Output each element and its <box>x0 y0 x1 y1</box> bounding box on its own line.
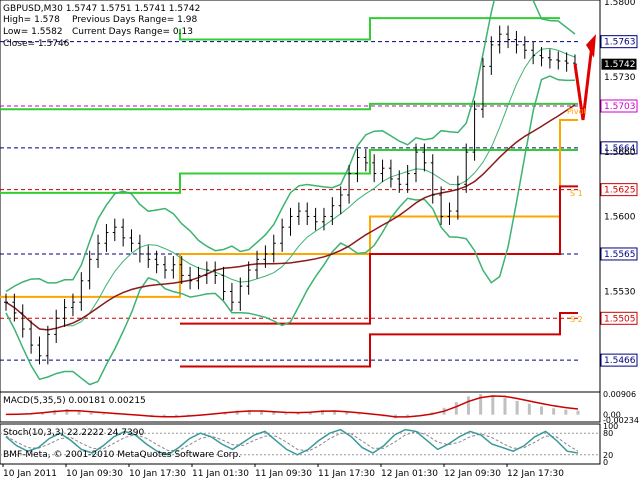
time-label: 12 Jan 01:30 <box>381 469 438 479</box>
price-tag-text: 1.5664 <box>604 144 636 154</box>
macd-axis-tick: -0.00234 <box>603 416 639 425</box>
high-line: High= 1.578 <box>3 15 60 25</box>
macd-indicator: 0.00906 0.00-0.00234 <box>4 390 639 425</box>
s2-label: S 2 <box>570 315 583 324</box>
bollinger-middle <box>5 47 576 331</box>
price-tag-box <box>600 35 638 49</box>
stoch-signal-line <box>5 430 579 452</box>
price-tag-text: 1.5505 <box>604 314 636 324</box>
arrow-shaft <box>573 44 594 121</box>
time-label: 11 Jan 09:30 <box>255 469 312 479</box>
time-label: 10 Jan 2011 <box>3 469 57 479</box>
low-line: Low= 1.5582 <box>3 27 63 37</box>
time-label: 11 Jan 17:30 <box>318 469 375 479</box>
stoch-label: Stoch(10,3,3) 22.2222 24.7390 <box>3 428 144 438</box>
pivot-main-line <box>0 118 578 298</box>
macd-axis-tick: 0.00 <box>603 411 621 420</box>
level-lines <box>0 41 578 361</box>
ma-line <box>5 104 576 331</box>
price-tags: 1.5763 1.5742 1.5703 1.5664 1.5625 1.5565 1.55… <box>600 0 638 367</box>
price-tag-box <box>600 247 638 261</box>
moving-average <box>5 104 576 331</box>
pivot-steps <box>0 17 578 368</box>
price-tag-text: 1.5565 <box>604 250 636 260</box>
pivot-label: Pivot <box>567 107 587 116</box>
price-tag-text: 1.5742 <box>604 60 636 70</box>
price-tag-box <box>600 183 638 197</box>
symbol-line: GBPUSD,M30 1.5747 1.5751 1.5741 1.5742 <box>3 4 200 14</box>
forecast-arrow <box>573 34 596 121</box>
stoch-panel-frame <box>0 423 601 465</box>
price-axis-tick: 1.5800 <box>604 0 636 8</box>
price-axis-tick: 1.5730 <box>604 73 636 83</box>
time-label: 10 Jan 09:30 <box>66 469 123 479</box>
main-panel-frame <box>0 0 601 393</box>
arrow-head <box>586 34 596 58</box>
macd-signal-line <box>5 395 579 418</box>
footer-copyright: BMF-Meta, © 2001-2010 MetaQuotes Softwar… <box>3 450 241 460</box>
price-axis-tick: 1.5660 <box>604 148 636 158</box>
stoch-axis-tick: 80 <box>603 429 613 438</box>
price-tag-box <box>600 141 638 155</box>
prev-range-line: Previous Days Range= 1.98 <box>72 15 197 25</box>
stoch-axis-tick: 100 <box>603 422 618 431</box>
price-tag-text: 1.5625 <box>604 186 636 196</box>
pivot-s2-line <box>180 311 578 368</box>
s1-label: S 1 <box>570 189 583 198</box>
price-tag-box <box>600 311 638 325</box>
macd-label: MACD(5,35,5) 0.00181 0.00215 <box>3 396 146 406</box>
bollinger-bands <box>5 0 576 386</box>
time-axis: 10 Jan 2011 10 Jan 09:30 10 Jan 17:30 11 Ja… <box>2 464 564 479</box>
bollinger-upper <box>5 0 576 293</box>
time-label: 11 Jan 01:30 <box>192 469 249 479</box>
bollinger-lower <box>5 75 576 386</box>
pivot-r2-line <box>179 17 560 41</box>
pivot-s1-line <box>180 185 578 325</box>
price-bars <box>4 25 577 365</box>
time-label: 12 Jan 17:30 <box>507 469 564 479</box>
price-tag-text: 1.5703 <box>604 102 636 112</box>
price-axis-tick: 1.5530 <box>604 288 636 298</box>
price-tag-box <box>600 99 638 113</box>
pivot-r1-line <box>0 102 578 111</box>
pivot-r0-line <box>0 148 578 194</box>
stoch-axis-tick: 0 <box>603 458 608 467</box>
time-label: 10 Jan 17:30 <box>129 469 186 479</box>
curr-range-line: Current Days Range= 0.13 <box>72 27 193 37</box>
price-tag-text: 1.5466 <box>604 356 636 366</box>
price-tag-text: 1.5763 <box>604 38 636 48</box>
macd-panel-frame <box>0 391 601 423</box>
stoch-main-line <box>5 428 579 456</box>
stoch-axis-tick: 20 <box>603 451 613 460</box>
price-tag-box <box>600 353 638 367</box>
price-axis-tick: 1.5600 <box>604 212 636 222</box>
time-label: 12 Jan 09:30 <box>444 469 501 479</box>
price-tag-box <box>600 57 638 71</box>
macd-axis-tick: 0.00906 <box>603 390 636 399</box>
close-line: Close= 1.5746 <box>3 39 70 49</box>
